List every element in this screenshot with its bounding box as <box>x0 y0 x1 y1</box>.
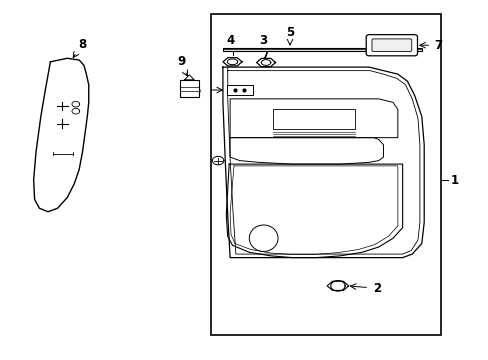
Bar <box>226 85 252 95</box>
Text: 8: 8 <box>78 37 86 50</box>
Text: 3: 3 <box>259 33 267 47</box>
Bar <box>210 14 440 335</box>
FancyBboxPatch shape <box>371 39 411 51</box>
Text: 1: 1 <box>449 174 458 186</box>
Text: 2: 2 <box>372 282 380 295</box>
Bar <box>223 48 421 51</box>
Text: 6: 6 <box>192 84 200 96</box>
Text: 7: 7 <box>433 39 441 52</box>
Text: 5: 5 <box>285 26 294 39</box>
Bar <box>273 109 354 129</box>
Text: 4: 4 <box>225 33 234 47</box>
FancyBboxPatch shape <box>366 35 417 56</box>
Bar <box>180 80 199 97</box>
Text: 9: 9 <box>177 55 185 68</box>
Ellipse shape <box>249 225 278 251</box>
